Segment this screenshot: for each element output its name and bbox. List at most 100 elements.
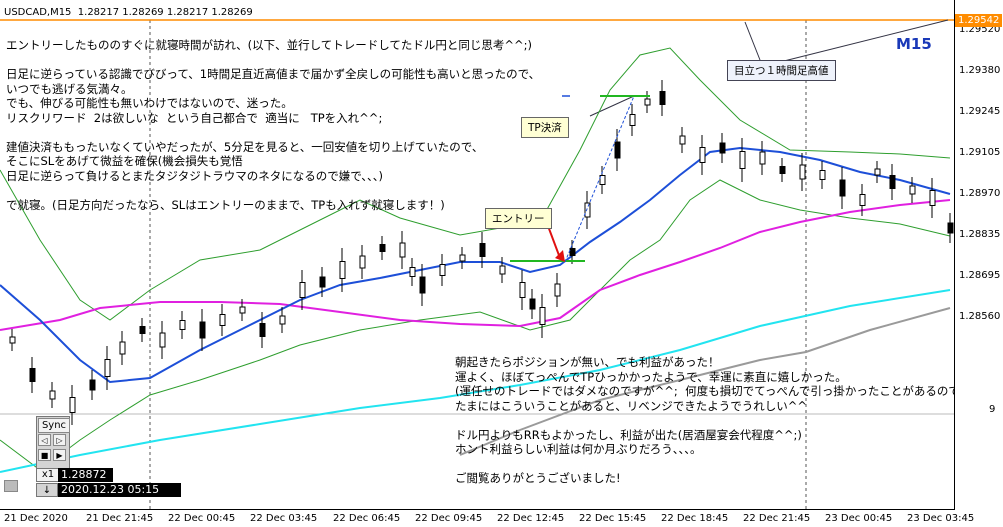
zoom-level[interactable]: x1	[36, 468, 60, 482]
price-tick: 1.29520	[959, 24, 1001, 35]
entry-arrow	[547, 225, 561, 259]
trade-note-left: エントリーしたもののすぐに就寝時間が訪れ、(以下、並行してトレードしてたドル円と…	[6, 38, 541, 212]
candle-body	[459, 254, 466, 262]
price-axis[interactable]: 1.29520 1.29380 1.29245 1.29105 1.28970 …	[955, 0, 1003, 510]
candle-body	[9, 336, 16, 344]
callout-pointer	[589, 95, 635, 117]
candle-body	[799, 164, 806, 180]
ma-slow	[0, 289, 951, 473]
stop-icon[interactable]: ■	[38, 449, 51, 461]
candle-body	[779, 166, 786, 174]
candle-body	[439, 264, 446, 276]
candle-body	[529, 298, 536, 310]
price-tick-partial: 9	[989, 404, 996, 415]
ma-fast	[0, 146, 951, 384]
candle-body	[299, 282, 306, 298]
candle-body	[49, 390, 56, 400]
candle-body	[319, 276, 326, 288]
candle-body	[614, 141, 621, 159]
candle-body	[419, 276, 426, 294]
time-tick: 22 Dec 06:45	[333, 513, 401, 524]
candle-body	[947, 222, 954, 234]
candle-body	[29, 368, 36, 382]
candle-body	[179, 320, 186, 330]
time-tick: 22 Dec 03:45	[250, 513, 318, 524]
candle-body	[239, 306, 246, 314]
down-arrow-button[interactable]: ↓	[36, 483, 58, 497]
candle-body	[739, 151, 746, 169]
time-tick: 23 Dec 03:45	[907, 513, 975, 524]
candle-body	[569, 248, 576, 256]
time-tick: 21 Dec 2020	[4, 513, 68, 524]
candle-body	[89, 379, 96, 391]
candle-body	[159, 332, 166, 348]
time-tick: 22 Dec 09:45	[415, 513, 483, 524]
candle-body	[519, 282, 526, 298]
candle-body	[699, 147, 706, 163]
price-tick: 1.28970	[959, 188, 1001, 199]
candle-body	[69, 397, 76, 413]
trade-note-right: 朝起きたらポジションが無い、でも利益があった！ 運よく、ほぼてっぺんでTPひっか…	[455, 355, 955, 485]
timeframe-label: M15	[896, 35, 932, 53]
callout-entry[interactable]: エントリー	[485, 208, 552, 229]
candle-body	[889, 175, 896, 189]
time-tick: 22 Dec 15:45	[579, 513, 647, 524]
candle-body	[199, 321, 206, 339]
bollinger-lower	[0, 179, 951, 471]
callout-pointer	[744, 21, 761, 61]
candle-body	[479, 243, 486, 257]
candle-body	[679, 135, 686, 145]
candle-body	[719, 142, 726, 154]
next-icon[interactable]: ▷	[53, 434, 66, 446]
price-tick: 1.28560	[959, 311, 1001, 322]
time-axis[interactable]: 21 Dec 2020 21 Dec 21:45 22 Dec 00:45 22…	[0, 510, 1003, 527]
candle-body	[359, 255, 366, 269]
time-tick: 22 Dec 21:45	[743, 513, 811, 524]
price-tick: 1.28695	[959, 270, 1001, 281]
candle-body	[629, 114, 636, 126]
ma-long	[459, 307, 951, 456]
candle-body	[929, 190, 936, 206]
candle-body	[859, 194, 866, 206]
price-tick: 1.29245	[959, 106, 1001, 117]
candle-body	[499, 265, 506, 275]
candle-body	[909, 185, 916, 195]
candle-body	[119, 341, 126, 355]
time-tick: 22 Dec 18:45	[661, 513, 729, 524]
candle-body	[259, 323, 266, 337]
candle-body	[644, 98, 651, 106]
candle-body	[599, 175, 606, 185]
candle-body	[104, 359, 111, 377]
price-tick: 1.29380	[959, 65, 1001, 76]
sync-button[interactable]: Sync	[38, 418, 70, 433]
candle-body	[219, 314, 226, 326]
crosshair-price: 1.28872	[58, 468, 113, 482]
price-tick: 1.29105	[959, 147, 1001, 158]
callout-pointer	[779, 19, 949, 63]
candle-body	[379, 244, 386, 252]
sync-panel[interactable]: Sync ◁ ▷ ■ ▶	[36, 416, 70, 480]
candle-body	[339, 261, 346, 279]
price-chart[interactable]: USDCAD,M15 1.28217 1.28269 1.28217 1.282…	[0, 0, 955, 510]
candle-body	[399, 242, 406, 258]
time-tick: 22 Dec 00:45	[168, 513, 236, 524]
chart-canvas[interactable]	[0, 0, 955, 510]
candle-body	[874, 168, 881, 176]
chart-shift-button[interactable]	[4, 480, 18, 492]
crosshair-time: 2020.12.23 05:15	[58, 483, 181, 497]
candle-body	[409, 267, 416, 277]
callout-hourly-high[interactable]: 目立つ１時間足高値	[727, 60, 836, 81]
candle-body	[139, 326, 146, 334]
prev-icon[interactable]: ◁	[38, 434, 51, 446]
candle-body	[759, 151, 766, 165]
play-icon[interactable]: ▶	[53, 449, 66, 461]
price-tick: 1.28835	[959, 229, 1001, 240]
time-tick: 21 Dec 21:45	[86, 513, 154, 524]
entry-arrow-head	[555, 250, 565, 262]
candle-body	[279, 315, 286, 325]
candle-body	[839, 179, 846, 197]
ma-mid	[0, 199, 951, 331]
candle-body	[659, 91, 666, 105]
callout-tp[interactable]: TP決済	[521, 117, 569, 138]
